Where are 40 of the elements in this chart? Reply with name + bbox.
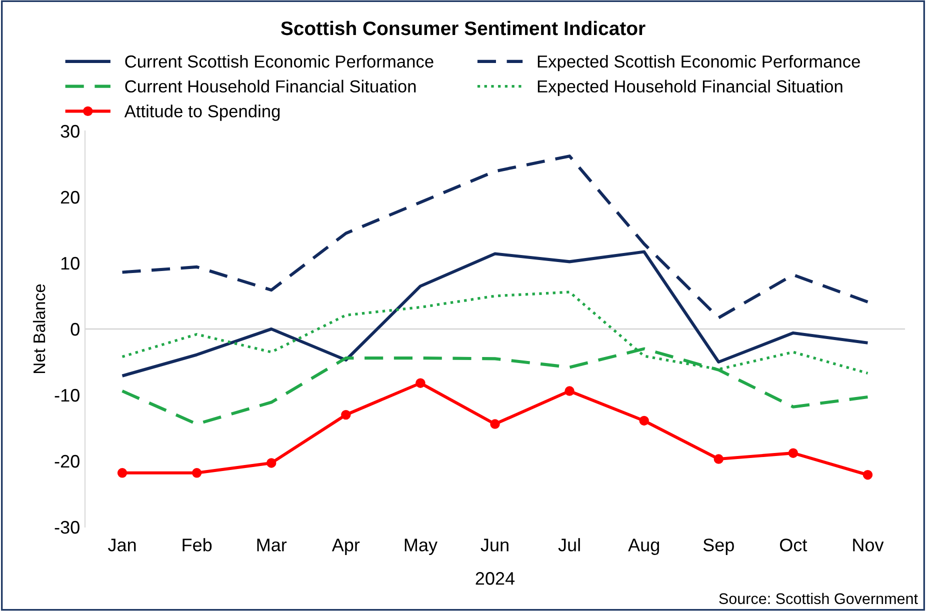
legend-label: Attitude to Spending	[124, 104, 280, 121]
legend-label: Current Household Financial Situation	[125, 80, 416, 93]
y-axis-title: Net Balance	[32, 284, 46, 374]
point	[862, 470, 873, 480]
legend-label: Expected Household Financial Situation	[538, 80, 842, 96]
point	[639, 416, 649, 426]
x-tick-label: Mar	[257, 538, 287, 552]
y-tick-label: 30	[60, 124, 80, 138]
point	[490, 419, 500, 429]
y-tick-label: 20	[60, 190, 80, 204]
line-series	[120, 250, 870, 378]
legend-label: Expected Scottish Economic Performance	[538, 54, 860, 72]
y-tick-label: -20	[54, 454, 80, 468]
line-series	[120, 154, 870, 320]
y-tick-label: -10	[54, 388, 80, 402]
x-tick-label: Sep	[703, 538, 734, 555]
y-tick-label: 0	[70, 322, 80, 336]
x-tick-label: May	[404, 538, 438, 555]
x-tick-label: Jun	[480, 538, 508, 552]
point	[192, 468, 202, 478]
x-tick-label: Nov	[853, 538, 884, 552]
chart-title: Scottish Consumer Sentiment Indicator	[280, 20, 646, 36]
point	[266, 458, 276, 468]
x-axis-title: 2024	[476, 572, 515, 585]
legend-label: Current Scottish Economic Performance	[125, 54, 434, 68]
source-note: Source: Scottish Government	[719, 592, 918, 604]
point	[788, 448, 798, 458]
point	[564, 386, 574, 396]
y-tick-label: -30	[54, 520, 80, 534]
x-tick-label: Apr	[332, 538, 360, 555]
point	[341, 410, 351, 420]
x-tick-label: Jan	[108, 538, 136, 552]
x-tick-label: Oct	[780, 538, 808, 552]
point	[714, 454, 724, 464]
point	[416, 378, 426, 388]
point	[117, 468, 128, 478]
x-tick-label: Jul	[558, 538, 580, 552]
x-tick-label: Aug	[628, 538, 659, 555]
y-tick-label: 10	[61, 256, 80, 270]
x-tick-label: Feb	[182, 538, 212, 552]
